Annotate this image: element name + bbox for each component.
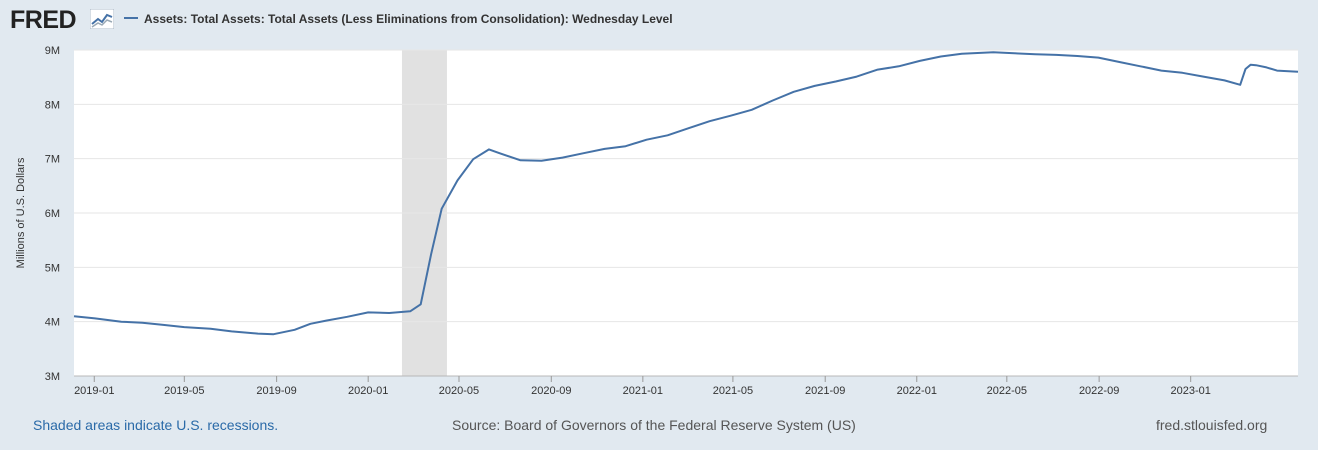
legend-swatch	[124, 16, 138, 19]
x-tick-label: 2022-01	[897, 385, 937, 397]
chart-header: FRED Assets: Total Assets: Total Assets …	[0, 0, 1318, 40]
y-tick-label: 3M	[45, 371, 60, 383]
x-tick-label: 2021-01	[623, 385, 663, 397]
x-tick-label: 2020-09	[531, 385, 571, 397]
site-link[interactable]: fred.stlouisfed.org	[1156, 417, 1268, 433]
y-tick-label: 6M	[45, 208, 60, 220]
series-line[interactable]	[73, 51, 1299, 336]
y-tick-label: 4M	[45, 317, 60, 329]
x-tick-label: 2022-09	[1079, 385, 1119, 397]
fred-logo[interactable]: FRED	[10, 6, 77, 34]
x-tick-label: 2020-05	[439, 385, 479, 397]
y-tick-label: 8M	[45, 99, 60, 111]
x-tick-label: 2019-09	[256, 385, 296, 397]
y-axis-label: Millions of U.S. Dollars	[15, 157, 27, 268]
x-tick-label: 2021-09	[805, 385, 845, 397]
recession-note[interactable]: Shaded areas indicate U.S. recessions.	[33, 417, 279, 433]
x-tick-label: 2023-01	[1170, 385, 1210, 397]
y-tick-label: 9M	[45, 45, 60, 57]
chart-legend: Assets: Total Assets: Total Assets (Less…	[124, 12, 673, 26]
chart-canvas: 3M 4M 5M 6M 7M 8M 9M 2019-01 2019-05 2019-09 2020-…	[15, 45, 1299, 397]
chart-line-icon	[90, 9, 114, 29]
legend-label: Assets: Total Assets: Total Assets (Less…	[144, 12, 673, 26]
x-tick-label: 2019-05	[164, 385, 204, 397]
y-tick-label: 5M	[45, 262, 60, 274]
x-tick-label: 2021-05	[713, 385, 753, 397]
x-tick-label: 2019-01	[74, 385, 114, 397]
y-tick-label: 7M	[45, 154, 60, 166]
x-tick-label: 2020-01	[348, 385, 388, 397]
source-note: Source: Board of Governors of the Federa…	[452, 417, 856, 433]
x-tick-label: 2022-05	[987, 385, 1027, 397]
